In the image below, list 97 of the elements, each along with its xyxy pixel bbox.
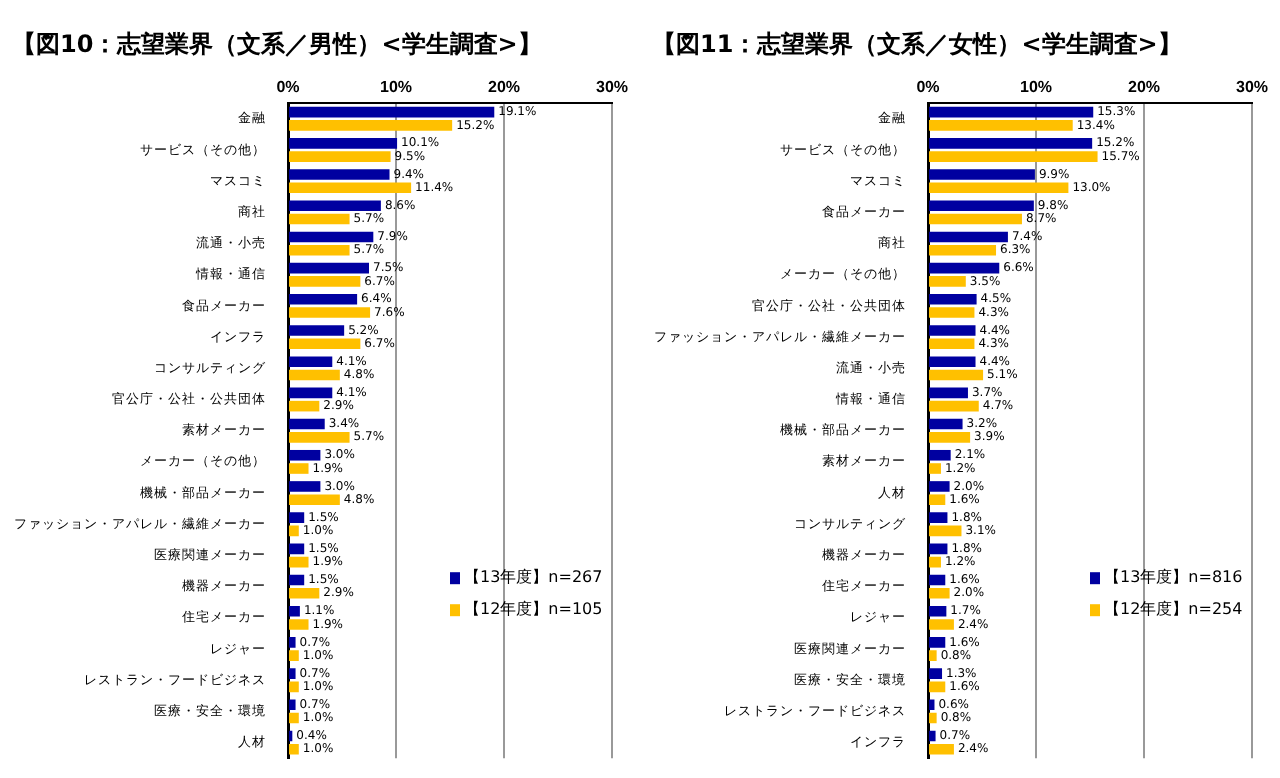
bar [289,712,299,724]
bar [289,231,374,243]
bar [289,106,495,118]
bar [929,699,935,711]
bar [289,200,381,212]
bar [929,481,950,492]
x-tick-label: 30% [1235,78,1269,97]
bar [289,120,453,131]
bar [289,400,320,412]
bar [929,619,954,630]
bar [289,418,325,430]
bar [929,432,971,443]
bar [289,307,371,318]
bar [929,712,937,724]
x-tick-label: 10% [1019,78,1053,97]
bar [929,525,962,537]
bar [929,231,1008,243]
bar [929,605,947,617]
bar [929,730,936,742]
bar [929,512,948,523]
bar [289,369,340,381]
bar [289,699,296,711]
chart-title: 【図11：志望業界（文系／女性）<学生調査>】 [650,28,1184,62]
bar [289,743,299,755]
bar [289,637,296,648]
bar [929,543,948,555]
bar [929,213,1022,225]
bar [289,182,412,194]
x-tick-label: 30% [595,78,629,97]
bar [289,574,305,586]
bar [929,276,966,287]
bar [289,169,390,180]
x-tick-label: 0% [276,78,300,97]
x-tick-label: 10% [379,78,413,97]
bar [929,574,946,586]
x-tick-label: 0% [916,78,940,97]
bar [929,151,1098,162]
bar [289,605,300,617]
bar [929,637,946,648]
bar [289,325,345,336]
bar [929,106,1094,118]
bar [929,400,979,412]
bar [929,743,954,755]
chart-title: 【図10：志望業界（文系／男性）<学生調査>】 [10,28,544,62]
bar [929,338,975,350]
bar [289,151,391,162]
bar [289,432,350,443]
bar [289,356,333,367]
bar [289,387,333,399]
bar [929,169,1035,180]
bar [289,668,296,679]
bar [929,681,946,693]
bar [929,449,951,461]
bar [929,463,941,474]
bar [289,338,361,350]
bar [929,369,984,381]
bar [929,262,1000,274]
bar [929,200,1034,212]
legend-label: 【12年度】n=105 [464,600,603,619]
bar [929,494,946,506]
bar [929,244,997,256]
bar [289,556,309,568]
legend-label: 【13年度】n=816 [1104,568,1243,587]
bar [929,587,950,599]
bar [929,307,975,318]
bar [289,138,398,149]
bar [929,294,977,305]
bar [289,244,350,256]
x-tick-label: 20% [1127,78,1161,97]
bar [289,681,299,693]
legend-label: 【12年度】n=254 [1104,600,1243,619]
bar [929,325,976,336]
bar [289,587,320,599]
bar [289,463,309,474]
legend-label: 【13年度】n=267 [464,568,603,587]
bar [289,276,361,287]
bar [929,182,1069,194]
bar [929,418,963,430]
bar [929,556,941,568]
bar [929,356,976,367]
bar [929,668,943,679]
bar [289,512,305,523]
bar [289,619,309,630]
bar [289,481,321,492]
bar [289,213,350,225]
bar [289,449,321,461]
bar [929,650,937,661]
bar [929,120,1073,131]
bar [929,387,968,399]
bar [289,262,369,274]
bar [289,525,299,537]
bar [929,138,1093,149]
x-tick-label: 20% [487,78,521,97]
bar [289,650,299,661]
bar [289,494,340,506]
bar [289,543,305,555]
bar [289,294,358,305]
